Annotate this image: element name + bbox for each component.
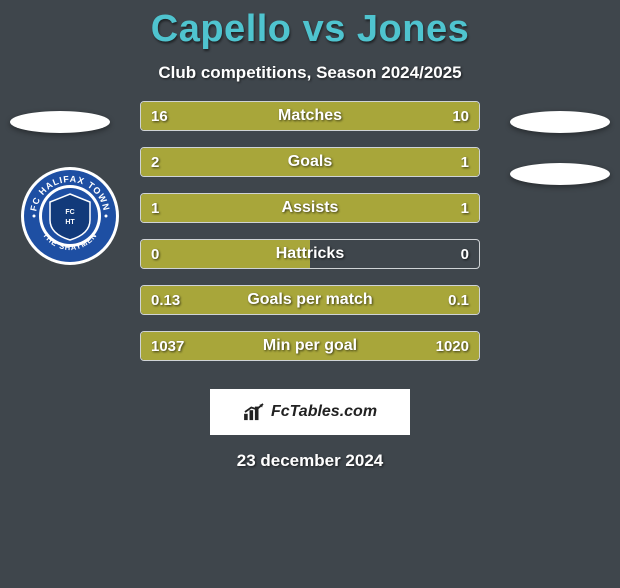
svg-text:HT: HT xyxy=(65,219,75,226)
svg-text:FC: FC xyxy=(65,209,74,216)
bar-label: Assists xyxy=(141,194,479,222)
player-right-avatar xyxy=(510,111,610,133)
bar-label: Goals xyxy=(141,148,479,176)
bar-row: 21Goals xyxy=(140,147,480,177)
bar-label: Goals per match xyxy=(141,286,479,314)
bar-row: 11Assists xyxy=(140,193,480,223)
bars-container: 1610Matches 21Goals 11Assists 00Hattricks 0.… xyxy=(140,101,480,377)
bar-label: Hattricks xyxy=(141,240,479,268)
bar-row: 10371020Min per goal xyxy=(140,331,480,361)
player-right-club-avatar xyxy=(510,163,610,185)
bar-row: 00Hattricks xyxy=(140,239,480,269)
footer-brand-box: FcTables.com xyxy=(210,389,410,435)
player-left-avatar xyxy=(10,111,110,133)
page-title: Capello vs Jones xyxy=(0,8,620,51)
bar-row: 0.130.1Goals per match xyxy=(140,285,480,315)
bar-row: 1610Matches xyxy=(140,101,480,131)
comparison-chart: FC HALIFAX TOWN THE SHAYMEN FC HT 1610Ma… xyxy=(0,111,620,381)
footer-date: 23 december 2024 xyxy=(0,451,620,471)
fctables-logo-icon xyxy=(243,403,265,421)
club-badge-left: FC HALIFAX TOWN THE SHAYMEN FC HT xyxy=(20,166,120,266)
subtitle: Club competitions, Season 2024/2025 xyxy=(0,63,620,83)
footer-brand-text: FcTables.com xyxy=(271,403,377,421)
bar-label: Min per goal xyxy=(141,332,479,360)
bar-label: Matches xyxy=(141,102,479,130)
